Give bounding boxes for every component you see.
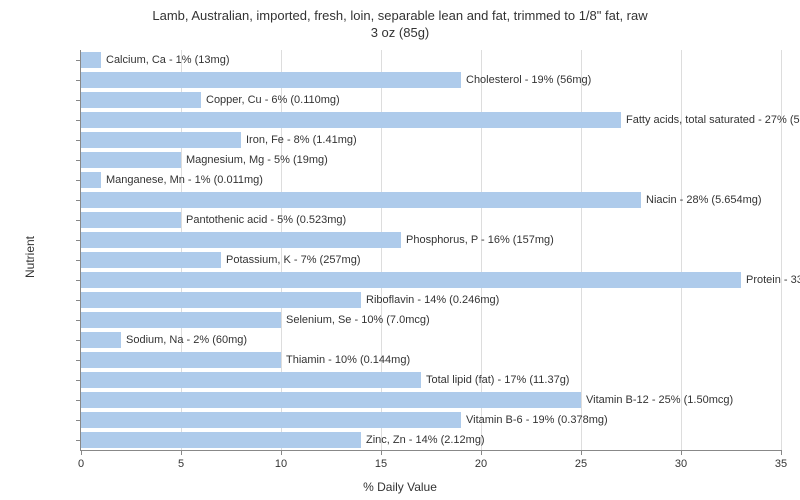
x-tick-label: 0 [78, 458, 84, 470]
bar [81, 312, 281, 328]
bar [81, 352, 281, 368]
x-tick [181, 450, 182, 455]
plot-area: 05101520253035Calcium, Ca - 1% (13mg)Cho… [80, 50, 781, 451]
gridline [781, 50, 782, 450]
x-tick-label: 20 [475, 458, 487, 470]
chart-title: Lamb, Australian, imported, fresh, loin,… [0, 0, 800, 42]
y-tick [76, 300, 81, 301]
bar [81, 92, 201, 108]
x-axis-label: % Daily Value [363, 480, 437, 494]
y-tick [76, 120, 81, 121]
y-tick [76, 80, 81, 81]
bar-label: Niacin - 28% (5.654mg) [646, 192, 762, 208]
gridline [581, 50, 582, 450]
bar [81, 272, 741, 288]
x-tick [481, 450, 482, 455]
title-line-1: Lamb, Australian, imported, fresh, loin,… [152, 8, 647, 23]
bar-label: Fatty acids, total saturated - 27% (5.44… [626, 112, 800, 128]
bar-label: Sodium, Na - 2% (60mg) [126, 332, 247, 348]
x-tick-label: 10 [275, 458, 287, 470]
y-tick [76, 160, 81, 161]
bar [81, 72, 461, 88]
bar [81, 172, 101, 188]
nutrient-chart: Lamb, Australian, imported, fresh, loin,… [0, 0, 800, 500]
bar [81, 432, 361, 448]
bar-label: Magnesium, Mg - 5% (19mg) [186, 152, 328, 168]
bar-label: Copper, Cu - 6% (0.110mg) [206, 92, 340, 108]
y-tick [76, 440, 81, 441]
x-tick-label: 25 [575, 458, 587, 470]
bar [81, 132, 241, 148]
gridline [681, 50, 682, 450]
bar [81, 52, 101, 68]
x-tick-label: 15 [375, 458, 387, 470]
x-tick [381, 450, 382, 455]
bar [81, 192, 641, 208]
bar [81, 412, 461, 428]
title-line-2: 3 oz (85g) [371, 25, 430, 40]
y-tick [76, 320, 81, 321]
y-tick [76, 260, 81, 261]
y-tick [76, 360, 81, 361]
y-tick [76, 380, 81, 381]
bar-label: Zinc, Zn - 14% (2.12mg) [366, 432, 485, 448]
bar-label: Potassium, K - 7% (257mg) [226, 252, 361, 268]
y-tick [76, 240, 81, 241]
gridline [181, 50, 182, 450]
bar-label: Protein - 33% (16.42g) [746, 272, 800, 288]
bar-label: Cholesterol - 19% (56mg) [466, 72, 591, 88]
bar [81, 212, 181, 228]
bar-label: Selenium, Se - 10% (7.0mcg) [286, 312, 430, 328]
bar [81, 252, 221, 268]
bar [81, 232, 401, 248]
x-tick [281, 450, 282, 455]
bar-label: Pantothenic acid - 5% (0.523mg) [186, 212, 346, 228]
bar [81, 332, 121, 348]
gridline [381, 50, 382, 450]
x-tick-label: 5 [178, 458, 184, 470]
bar-label: Total lipid (fat) - 17% (11.37g) [426, 372, 569, 388]
x-tick-label: 30 [675, 458, 687, 470]
bar [81, 112, 621, 128]
x-tick [81, 450, 82, 455]
bar [81, 152, 181, 168]
bar-label: Calcium, Ca - 1% (13mg) [106, 52, 229, 68]
bar-label: Riboflavin - 14% (0.246mg) [366, 292, 499, 308]
y-axis-label: Nutrient [23, 236, 37, 278]
bar [81, 392, 581, 408]
bar-label: Vitamin B-6 - 19% (0.378mg) [466, 412, 608, 428]
y-tick [76, 100, 81, 101]
bar-label: Vitamin B-12 - 25% (1.50mcg) [586, 392, 733, 408]
bar [81, 372, 421, 388]
y-tick [76, 60, 81, 61]
x-tick [781, 450, 782, 455]
bar [81, 292, 361, 308]
y-tick [76, 280, 81, 281]
gridline [281, 50, 282, 450]
x-tick [581, 450, 582, 455]
y-tick [76, 220, 81, 221]
y-tick [76, 200, 81, 201]
bar-label: Manganese, Mn - 1% (0.011mg) [106, 172, 263, 188]
x-tick [681, 450, 682, 455]
bar-label: Phosphorus, P - 16% (157mg) [406, 232, 554, 248]
bar-label: Thiamin - 10% (0.144mg) [286, 352, 410, 368]
gridline [481, 50, 482, 450]
y-tick [76, 180, 81, 181]
x-tick-label: 35 [775, 458, 787, 470]
y-tick [76, 340, 81, 341]
bar-label: Iron, Fe - 8% (1.41mg) [246, 132, 357, 148]
y-tick [76, 400, 81, 401]
y-tick [76, 140, 81, 141]
y-tick [76, 420, 81, 421]
